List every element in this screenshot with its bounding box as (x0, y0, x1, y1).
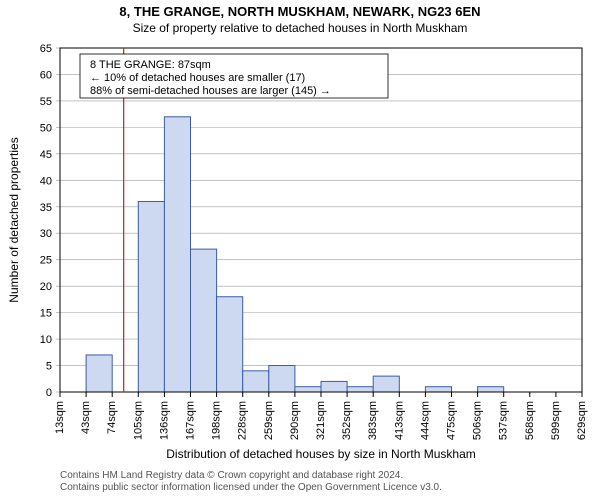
footer-line2: Contains public sector information licen… (60, 482, 442, 493)
histogram-bar (138, 201, 164, 392)
x-tick-label: 444sqm (419, 401, 431, 440)
x-tick-label: 74sqm (106, 401, 118, 434)
histogram-svg: 8, THE GRANGE, NORTH MUSKHAM, NEWARK, NG… (0, 0, 600, 500)
x-tick-label: 568sqm (524, 401, 536, 440)
histogram-bar (425, 387, 451, 392)
y-tick-label: 65 (40, 43, 52, 55)
x-tick-label: 198sqm (211, 401, 223, 440)
x-tick-label: 43sqm (80, 401, 92, 434)
histogram-bar (269, 366, 295, 392)
x-tick-label: 629sqm (576, 401, 588, 440)
chart-title: 8, THE GRANGE, NORTH MUSKHAM, NEWARK, NG… (119, 4, 480, 19)
y-tick-label: 35 (40, 202, 52, 214)
chart-subtitle: Size of property relative to detached ho… (133, 21, 468, 35)
x-axis-label: Distribution of detached houses by size … (166, 447, 476, 461)
x-ticks: 13sqm 43sqm 74sqm 105sqm 136sqm 167sqm 198sqm 2… (54, 392, 588, 440)
y-tick-label: 60 (40, 69, 52, 81)
chart-container: 8, THE GRANGE, NORTH MUSKHAM, NEWARK, NG… (0, 0, 600, 500)
y-tick-label: 5 (46, 361, 52, 373)
x-tick-label: 290sqm (289, 401, 301, 440)
histogram-bar (373, 376, 399, 392)
x-tick-label: 506sqm (472, 401, 484, 440)
annotation-line2: ← 10% of detached houses are smaller (17… (90, 72, 305, 84)
y-tick-label: 40 (40, 175, 52, 187)
x-tick-label: 167sqm (185, 401, 197, 440)
x-tick-label: 413sqm (393, 401, 405, 440)
histogram-bar (243, 371, 269, 392)
x-tick-label: 321sqm (315, 401, 327, 440)
y-tick-label: 55 (40, 96, 52, 108)
annotation-line3: 88% of semi-detached houses are larger (… (90, 85, 331, 97)
bars (86, 117, 504, 392)
x-tick-label: 228sqm (237, 401, 249, 440)
y-tick-label: 10 (40, 334, 52, 346)
y-tick-label: 50 (40, 122, 52, 134)
histogram-bar (321, 381, 347, 392)
y-tick-label: 20 (40, 281, 52, 293)
annotation-line1: 8 THE GRANGE: 87sqm (90, 59, 211, 71)
x-tick-label: 259sqm (263, 401, 275, 440)
x-tick-label: 383sqm (367, 401, 379, 440)
footer-line1: Contains HM Land Registry data © Crown c… (60, 470, 403, 481)
y-tick-label: 0 (46, 387, 52, 399)
x-tick-label: 537sqm (498, 401, 510, 440)
x-tick-label: 352sqm (341, 401, 353, 440)
y-tick-label: 15 (40, 308, 52, 320)
histogram-bar (191, 249, 217, 392)
y-tick-label: 25 (40, 255, 52, 267)
histogram-bar (295, 387, 321, 392)
histogram-bar (478, 387, 504, 392)
x-tick-label: 136sqm (158, 401, 170, 440)
histogram-bar (86, 355, 112, 392)
y-tick-label: 30 (40, 228, 52, 240)
x-tick-label: 105sqm (132, 401, 144, 440)
x-tick-label: 599sqm (550, 401, 562, 440)
histogram-bar (217, 297, 243, 392)
x-tick-label: 475sqm (446, 401, 458, 440)
y-tick-label: 45 (40, 149, 52, 161)
x-tick-label: 13sqm (54, 401, 66, 434)
histogram-bar (347, 387, 373, 392)
y-grid (56, 48, 582, 392)
y-axis-label: Number of detached properties (7, 137, 21, 302)
histogram-bar (164, 117, 190, 392)
